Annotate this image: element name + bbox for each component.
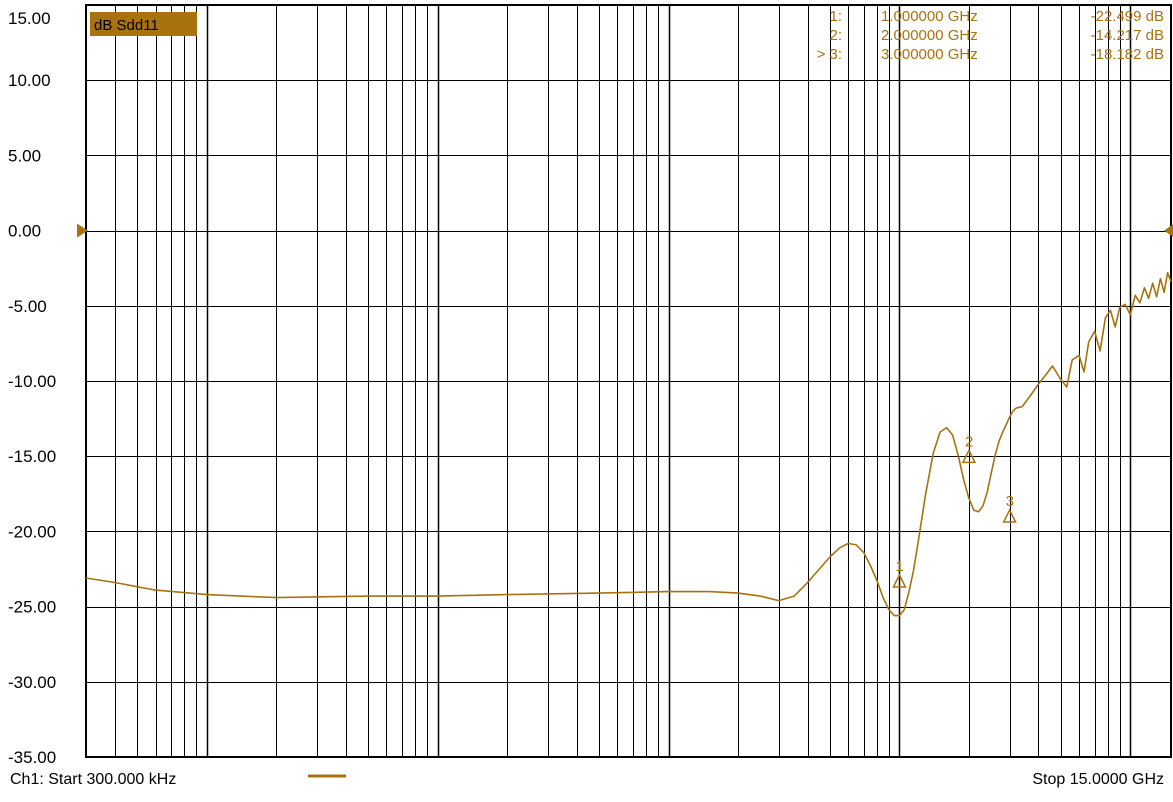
marker-3-label: 3 xyxy=(1006,493,1014,510)
readout-1-frequency: 1.000000 GHz xyxy=(881,8,978,25)
readout-1-id: 1: xyxy=(829,8,842,25)
y-tick-labels: 15.00 10.00 5.00 0.00 -5.00 -10.00 -15.00 -20.0… xyxy=(8,9,1173,767)
reference-arrow-left xyxy=(77,223,88,238)
readout-2-value: -14.217 dB xyxy=(1091,27,1164,44)
grid xyxy=(85,4,1172,758)
channel-footer: Ch1: Start 300.000 kHz Stop 15.0000 GHz xyxy=(10,771,1164,788)
marker-2-symbol xyxy=(961,448,977,464)
y-tick-label: -10.00 xyxy=(8,372,56,391)
start-frequency-label: Ch1: Start 300.000 kHz xyxy=(10,771,176,788)
y-tick-label: -5.00 xyxy=(8,297,47,316)
marker-3-symbol xyxy=(1002,508,1017,523)
y-tick-label: 15.00 xyxy=(8,9,51,28)
trace-tag[interactable]: dB Sdd11 xyxy=(90,12,197,36)
reference-arrow-right xyxy=(1164,224,1173,237)
trace-tag-box xyxy=(90,12,197,36)
trace-tag-label: dB Sdd11 xyxy=(94,17,159,34)
stop-frequency-label: Stop 15.0000 GHz xyxy=(1032,771,1164,788)
readout-1-value: -22.499 dB xyxy=(1091,8,1164,25)
y-tick-label: -25.00 xyxy=(8,598,56,617)
marker-1-label: 1 xyxy=(895,558,903,575)
trace-layer xyxy=(85,271,1172,617)
y-tick-label: -20.00 xyxy=(8,522,56,541)
readout-3-frequency: 3.000000 GHz xyxy=(881,46,978,63)
y-tick-label: -35.00 xyxy=(8,748,56,767)
readout-3-id: > 3: xyxy=(817,46,842,63)
y-tick-label: 5.00 xyxy=(8,146,41,165)
marker-readout: 1: 1.000000 GHz -22.499 dB 2: 2.000000 GHz -1… xyxy=(817,8,1164,63)
sdd11-trace xyxy=(85,271,1172,617)
marker-2-label: 2 xyxy=(965,433,973,450)
marker-layer: 1 2 3 xyxy=(892,433,1017,588)
y-tick-label: -15.00 xyxy=(8,447,56,466)
readout-3-value: -18.182 dB xyxy=(1091,46,1164,63)
readout-2-id: 2: xyxy=(829,27,842,44)
y-tick-label: 10.00 xyxy=(8,71,51,90)
readout-2-frequency: 2.000000 GHz xyxy=(881,27,978,44)
marker-1-symbol xyxy=(892,573,907,588)
y-tick-label: -30.00 xyxy=(8,673,56,692)
y-tick-label: 0.00 xyxy=(8,222,41,241)
